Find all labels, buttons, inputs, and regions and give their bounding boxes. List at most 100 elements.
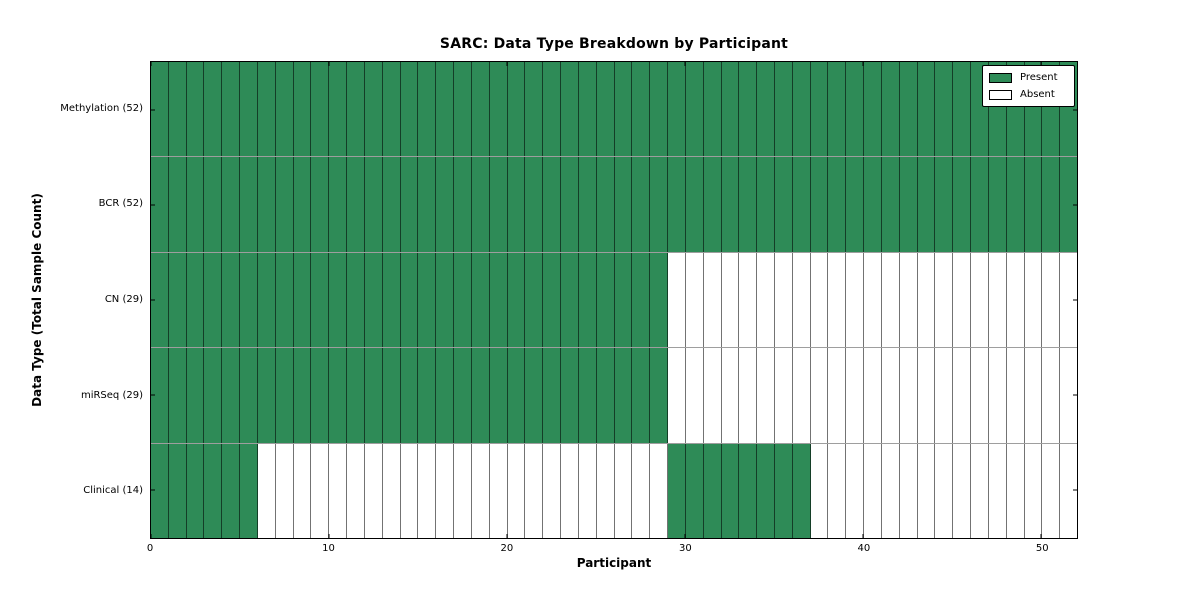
heatmap-cell-present: [935, 157, 954, 252]
heatmap-cell-absent: [1042, 443, 1061, 539]
x-tick-label: 40: [857, 543, 871, 554]
heatmap-cell-absent: [792, 348, 811, 443]
heatmap-cell-absent: [935, 443, 954, 539]
x-tick-mark: [506, 62, 508, 66]
heatmap-cell-present: [971, 157, 989, 252]
heatmap-cell-present: [685, 443, 704, 539]
heatmap-cell-present: [293, 157, 312, 252]
y-tick-mark: [151, 489, 155, 491]
heatmap-cell-absent: [471, 443, 490, 539]
heatmap-cell-present: [792, 157, 811, 252]
heatmap-cell-present: [828, 62, 847, 157]
heatmap-cell-absent: [810, 443, 829, 539]
heatmap-cell-present: [329, 348, 348, 443]
heatmap-cell-absent: [988, 348, 1007, 443]
legend-entry-absent: Absent: [989, 88, 1068, 101]
heatmap-cell-present: [650, 157, 669, 252]
heatmap-cell-present: [1006, 157, 1025, 252]
heatmap-cell-present: [454, 62, 472, 157]
heatmap-cell-absent: [757, 252, 775, 348]
heatmap-cell-present: [864, 157, 882, 252]
heatmap-cell-present: [668, 62, 686, 157]
heatmap-cell-present: [721, 157, 740, 252]
heatmap-cell-absent: [810, 252, 829, 348]
heatmap-cell-present: [418, 157, 437, 252]
heatmap-cell-present: [578, 252, 597, 348]
heatmap-cell-absent: [988, 252, 1007, 348]
heatmap-cell-present: [561, 157, 579, 252]
heatmap-cell-present: [703, 62, 722, 157]
heatmap-cell-present: [650, 348, 669, 443]
heatmap-cell-present: [489, 157, 508, 252]
heatmap-cell-absent: [364, 443, 383, 539]
heatmap-cell-absent: [935, 252, 954, 348]
chart-title: SARC: Data Type Breakdown by Participant: [439, 36, 789, 52]
x-tick-label: 0: [146, 543, 154, 554]
heatmap-cell-present: [1060, 157, 1078, 252]
heatmap-cell-present: [364, 157, 383, 252]
heatmap-cell-absent: [382, 443, 401, 539]
heatmap-cell-absent: [632, 443, 651, 539]
heatmap-cell-present: [774, 443, 793, 539]
heatmap-cell-absent: [757, 348, 775, 443]
heatmap-row-clinical: [151, 443, 1078, 539]
heatmap-cell-present: [240, 62, 258, 157]
heatmap-cell-present: [739, 157, 758, 252]
heatmap-cell-present: [828, 157, 847, 252]
y-tick-mark: [151, 394, 155, 396]
heatmap-cell-present: [275, 348, 294, 443]
x-tick-mark: [506, 534, 508, 538]
heatmap-cell-present: [614, 62, 633, 157]
x-axis-label: Participant: [576, 556, 652, 570]
legend-entry-present: Present: [989, 71, 1068, 84]
heatmap-row-mirseq: [151, 348, 1078, 444]
heatmap-cell-absent: [739, 252, 758, 348]
heatmap-cell-present: [329, 62, 348, 157]
heatmap-cell-present: [186, 62, 205, 157]
heatmap-cell-present: [632, 157, 651, 252]
heatmap-cell-present: [400, 157, 419, 252]
heatmap-cell-present: [543, 252, 562, 348]
heatmap-cell-absent: [703, 252, 722, 348]
heatmap-cell-present: [418, 348, 437, 443]
y-tick-label-methylation: Methylation (52): [60, 102, 143, 114]
heatmap-cell-present: [347, 348, 365, 443]
heatmap-cell-absent: [1024, 252, 1043, 348]
heatmap-cell-absent: [685, 348, 704, 443]
heatmap-cell-present: [364, 348, 383, 443]
heatmap-cell-present: [257, 348, 276, 443]
heatmap-cell-present: [311, 157, 330, 252]
heatmap-cell-absent: [864, 348, 882, 443]
heatmap-cell-present: [739, 443, 758, 539]
heatmap-cell-absent: [953, 252, 972, 348]
heatmap-cell-present: [151, 252, 169, 348]
heatmap-cell-present: [650, 252, 669, 348]
heatmap-cell-present: [703, 443, 722, 539]
x-tick-mark: [1040, 534, 1042, 538]
heatmap-cell-present: [650, 62, 669, 157]
heatmap-cell-present: [917, 62, 936, 157]
x-tick-label: 50: [1035, 543, 1049, 554]
heatmap-cell-present: [774, 62, 793, 157]
heatmap-cell-absent: [454, 443, 472, 539]
heatmap-cell-present: [329, 252, 348, 348]
heatmap-cell-present: [632, 348, 651, 443]
heatmap-cell-present: [596, 348, 615, 443]
heatmap-cell-present: [489, 348, 508, 443]
heatmap-cell-present: [329, 157, 348, 252]
heatmap-cell-absent: [810, 348, 829, 443]
heatmap-cell-present: [810, 157, 829, 252]
heatmap-cell-present: [151, 157, 169, 252]
heatmap-cell-absent: [828, 348, 847, 443]
heatmap-cell-absent: [1006, 443, 1025, 539]
heatmap-cell-present: [543, 348, 562, 443]
heatmap-grid: [151, 62, 1078, 539]
y-axis-label: Data Type (Total Sample Count): [30, 193, 44, 407]
heatmap-cell-present: [204, 348, 223, 443]
heatmap-cell-present: [507, 157, 526, 252]
heatmap-cell-present: [596, 252, 615, 348]
heatmap-cell-absent: [1042, 252, 1061, 348]
heatmap-cell-present: [168, 62, 187, 157]
x-tick-mark: [150, 62, 152, 66]
y-tick-label-cn: CN (29): [104, 294, 143, 305]
